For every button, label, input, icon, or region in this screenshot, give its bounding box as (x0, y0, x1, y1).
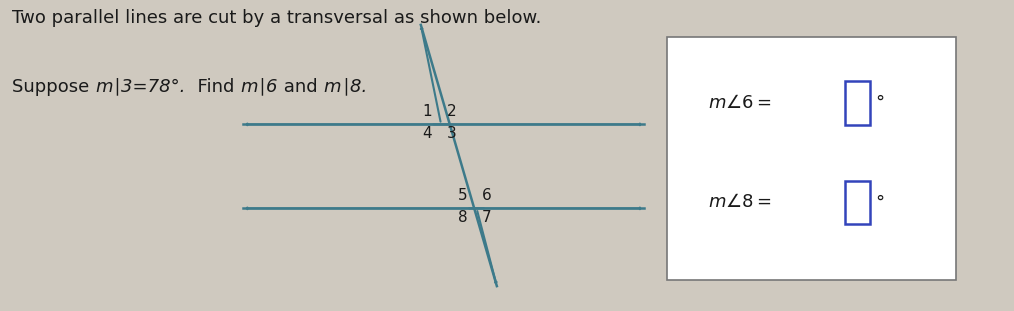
Text: °: ° (875, 193, 884, 211)
Text: and: and (278, 78, 323, 96)
FancyBboxPatch shape (845, 81, 870, 125)
Text: 3: 3 (446, 126, 456, 141)
Text: ∣8.: ∣8. (341, 78, 367, 96)
FancyBboxPatch shape (845, 180, 870, 224)
Text: 2: 2 (446, 104, 456, 119)
Text: m: m (323, 78, 341, 96)
Text: 7: 7 (482, 210, 492, 225)
Text: 1: 1 (423, 104, 432, 119)
Text: m: m (95, 78, 113, 96)
Text: 5: 5 (458, 188, 467, 203)
Text: $m\angle 8 = $: $m\angle 8 = $ (708, 193, 772, 211)
Text: Two parallel lines are cut by a transversal as shown below.: Two parallel lines are cut by a transver… (12, 9, 541, 27)
Text: 8: 8 (458, 210, 467, 225)
Text: $m\angle 6 = $: $m\angle 6 = $ (708, 94, 772, 112)
Text: °: ° (875, 94, 884, 112)
Text: Suppose: Suppose (12, 78, 95, 96)
FancyBboxPatch shape (667, 37, 956, 280)
Text: ∣3=78°.: ∣3=78°. (113, 78, 186, 96)
Text: 6: 6 (482, 188, 492, 203)
Text: Find: Find (186, 78, 240, 96)
Text: m: m (240, 78, 258, 96)
Text: 4: 4 (423, 126, 432, 141)
Text: ∣6: ∣6 (258, 78, 278, 96)
